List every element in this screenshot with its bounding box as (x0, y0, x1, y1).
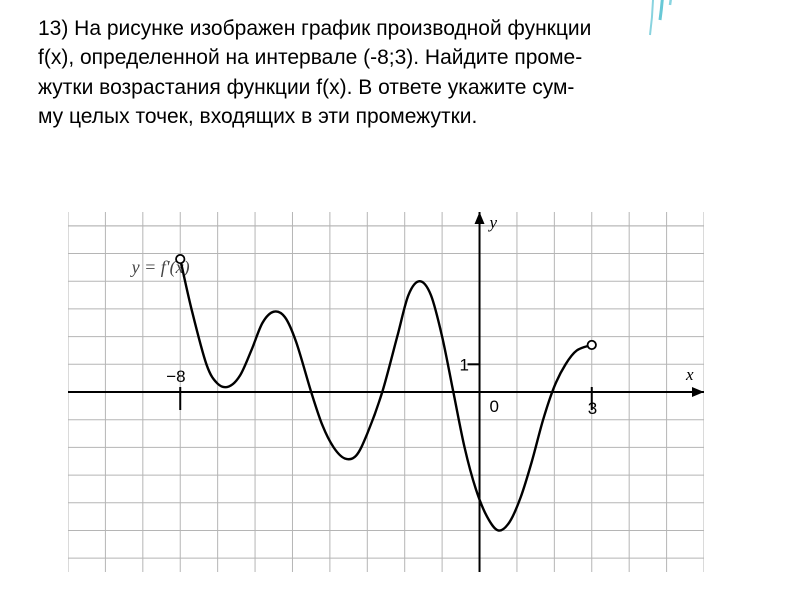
svg-text:y: y (488, 213, 498, 232)
svg-text:−8: −8 (166, 367, 185, 386)
svg-text:0: 0 (490, 397, 499, 416)
svg-text:3: 3 (588, 399, 597, 418)
problem-line-1: 13) На рисунке изображен график производ… (38, 15, 762, 43)
problem-line-4: му целых точек, входящих в эти промежутк… (38, 103, 762, 131)
svg-text:x: x (685, 365, 694, 384)
derivative-chart: 01−83xyy = f'(x) (68, 212, 704, 572)
problem-line-3: жутки возрастания функции f(x). В ответе… (38, 74, 762, 102)
problem-line-2: f(x), определенной на интервале (-8;3). … (38, 44, 762, 72)
svg-text:1: 1 (460, 355, 469, 374)
